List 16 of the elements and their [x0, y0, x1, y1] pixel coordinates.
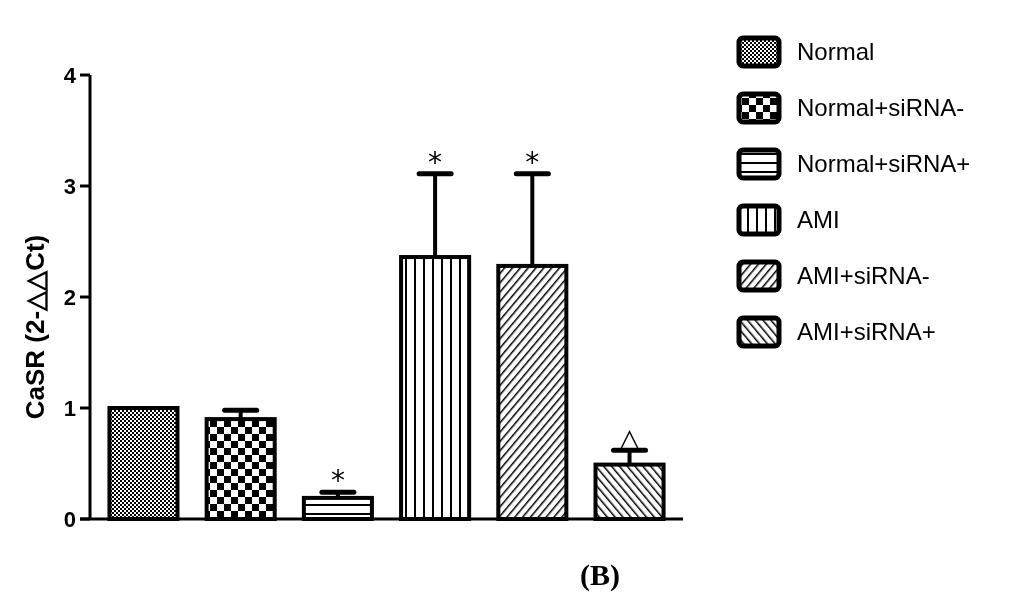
y-tick-label: 4 [63, 62, 77, 88]
y-tick-label: 3 [63, 173, 76, 199]
legend-label: AMI+siRNA- [797, 262, 930, 290]
data-label: * [330, 464, 345, 498]
legend-label: AMI+siRNA+ [797, 318, 936, 346]
y-tick-label: 0 [63, 506, 76, 532]
data-label: * [428, 145, 443, 179]
text: (B) [580, 558, 620, 592]
y-tick-label: 2 [63, 284, 76, 310]
y-tick-label: 1 [63, 395, 76, 421]
y-axis-title: CaSR (2-△△Ct) [20, 234, 50, 420]
legend-label: Normal [797, 38, 875, 66]
legend-label: AMI [797, 206, 840, 234]
data-label: * [525, 145, 540, 179]
legend-label: Normal+siRNA- [797, 94, 965, 122]
legend-label: Normal+siRNA+ [797, 150, 971, 178]
